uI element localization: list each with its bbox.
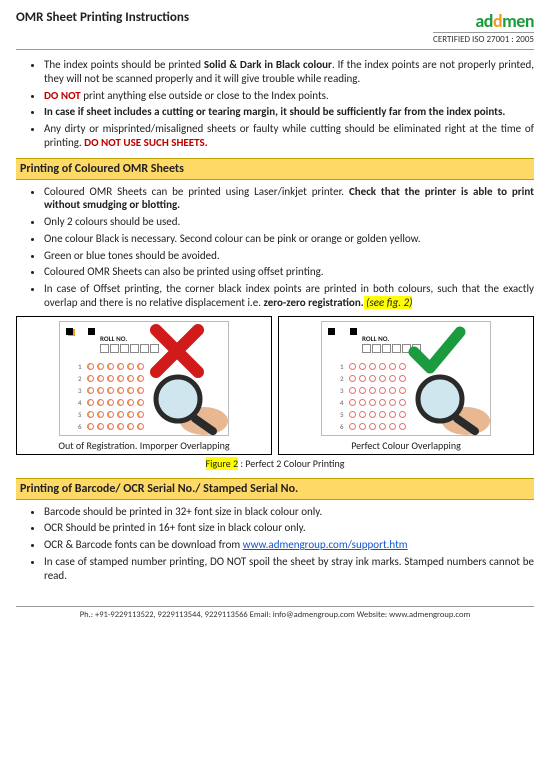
omr-sheet-bad: ROLL NO. 1 2 3 4 5 6: [59, 321, 229, 436]
omr-sheet-good: ROLL NO. 1 2 3 4 5 6: [321, 321, 491, 436]
list-item: Coloured OMR Sheets can be printed using…: [44, 185, 534, 213]
list-item: Coloured OMR Sheets can also be printed …: [44, 265, 534, 279]
cert-line: CERTIFIED ISO 27001 : 2005: [433, 32, 534, 45]
section-head-coloured: Printing of Coloured OMR Sheets: [16, 158, 534, 180]
list-item: In case of stamped number printing, DO N…: [44, 555, 534, 583]
logo-part2: d: [493, 10, 502, 32]
list-item: In case if sheet includes a cutting or t…: [44, 105, 534, 119]
list-item: Green or blue tones should be avoided.: [44, 249, 534, 263]
bullets-top: The index points should be printed Solid…: [16, 58, 534, 150]
figure-bad: ROLL NO. 1 2 3 4 5 6 O: [16, 316, 272, 455]
list-item: The index points should be printed Solid…: [44, 58, 534, 86]
logo-part1: ad: [475, 10, 493, 32]
logo: addmen: [433, 10, 534, 32]
list-item: OCR & Barcode fonts can be download from…: [44, 538, 534, 552]
list-item: Any dirty or misprinted/misaligned sheet…: [44, 122, 534, 150]
section-head-barcode: Printing of Barcode/ OCR Serial No./ Sta…: [16, 478, 534, 500]
list-item: Only 2 colours should be used.: [44, 215, 534, 229]
list-item: OCR Should be printed in 16+ font size i…: [44, 521, 534, 535]
support-link[interactable]: www.admengroup.com/support.htm: [243, 538, 408, 551]
bullets-coloured: Coloured OMR Sheets can be printed using…: [16, 185, 534, 310]
footer: Ph.: +91-9229113522, 9229113544, 9229113…: [16, 606, 534, 626]
index-dot: [88, 328, 95, 335]
figure-good: ROLL NO. 1 2 3 4 5 6 P: [278, 316, 534, 455]
header-row: OMR Sheet Printing Instructions addmen C…: [16, 10, 534, 50]
page-title: OMR Sheet Printing Instructions: [16, 10, 189, 25]
roll-label: ROLL NO.: [362, 334, 389, 343]
list-item: DO NOT print anything else outside or cl…: [44, 89, 534, 103]
index-dot: [350, 328, 357, 335]
list-item: One colour Black is necessary. Second co…: [44, 232, 534, 246]
index-dot: [328, 328, 335, 335]
figure-row: ROLL NO. 1 2 3 4 5 6 O: [16, 316, 534, 455]
index-dot: [66, 328, 73, 335]
figure-label: Figure 2 : Perfect 2 Colour Printing: [16, 457, 534, 470]
magnifier-icon: [406, 371, 496, 441]
magnifier-icon: [144, 371, 234, 441]
list-item: In case of Offset printing, the corner b…: [44, 282, 534, 310]
list-item: Barcode should be printed in 32+ font si…: [44, 505, 534, 519]
logo-block: addmen CERTIFIED ISO 27001 : 2005: [433, 10, 534, 45]
bullets-barcode: Barcode should be printed in 32+ font si…: [16, 505, 534, 583]
roll-label: ROLL NO.: [100, 334, 127, 343]
logo-part3: men: [502, 10, 534, 32]
